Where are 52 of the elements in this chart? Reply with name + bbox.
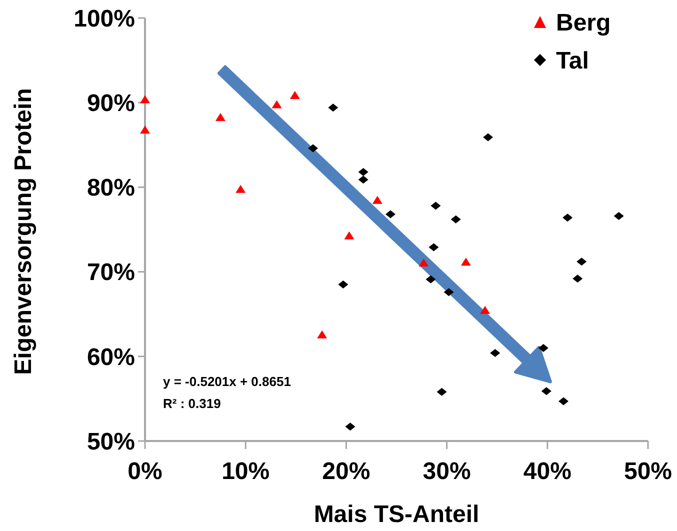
x-axis-title: Mais TS-Anteil [314, 501, 480, 528]
point [372, 196, 382, 204]
legend-label: Berg [556, 9, 611, 36]
point [140, 126, 150, 134]
y-tick-label: 70% [86, 259, 135, 286]
point [450, 215, 461, 224]
y-tick-label: 100% [74, 5, 135, 32]
point [338, 280, 348, 288]
x-tick-label: 20% [322, 458, 370, 485]
point [426, 275, 436, 284]
legend-label: Tal [556, 47, 589, 74]
point [444, 288, 454, 296]
point [430, 202, 441, 210]
point [215, 112, 226, 121]
point [317, 330, 328, 338]
y-tick-label: 50% [86, 428, 135, 456]
point [418, 258, 429, 266]
point [428, 243, 439, 252]
point [328, 104, 338, 112]
y-tick-label: 80% [86, 174, 135, 202]
y-tick-label: 60% [86, 344, 135, 371]
point [562, 214, 573, 222]
point [490, 349, 500, 358]
point [345, 422, 356, 431]
point [576, 258, 587, 266]
x-tick-label: 40% [523, 458, 572, 485]
x-tick-label: 0% [128, 458, 162, 485]
point [290, 90, 300, 99]
point [236, 184, 246, 193]
y-axis-title: Eigenversorgung Protein [10, 88, 37, 375]
point [483, 133, 494, 142]
point [140, 95, 150, 104]
annotation: R² : 0.319 [163, 396, 221, 411]
point [308, 144, 318, 152]
point [572, 274, 583, 283]
x-tick-label: 50% [624, 458, 672, 485]
point [272, 100, 282, 108]
point [541, 387, 552, 396]
point [385, 210, 396, 218]
point [460, 258, 471, 266]
y-tick-label: 90% [86, 90, 135, 117]
point [480, 306, 490, 314]
point [358, 176, 368, 184]
point [358, 168, 368, 176]
point [538, 344, 548, 352]
x-tick-label: 30% [422, 458, 471, 485]
point [344, 231, 354, 240]
point [558, 397, 568, 406]
point [436, 388, 447, 396]
point [614, 212, 624, 220]
annotation: y = -0.5201x + 0.8651 [163, 374, 291, 389]
x-tick-label: 10% [222, 458, 270, 485]
